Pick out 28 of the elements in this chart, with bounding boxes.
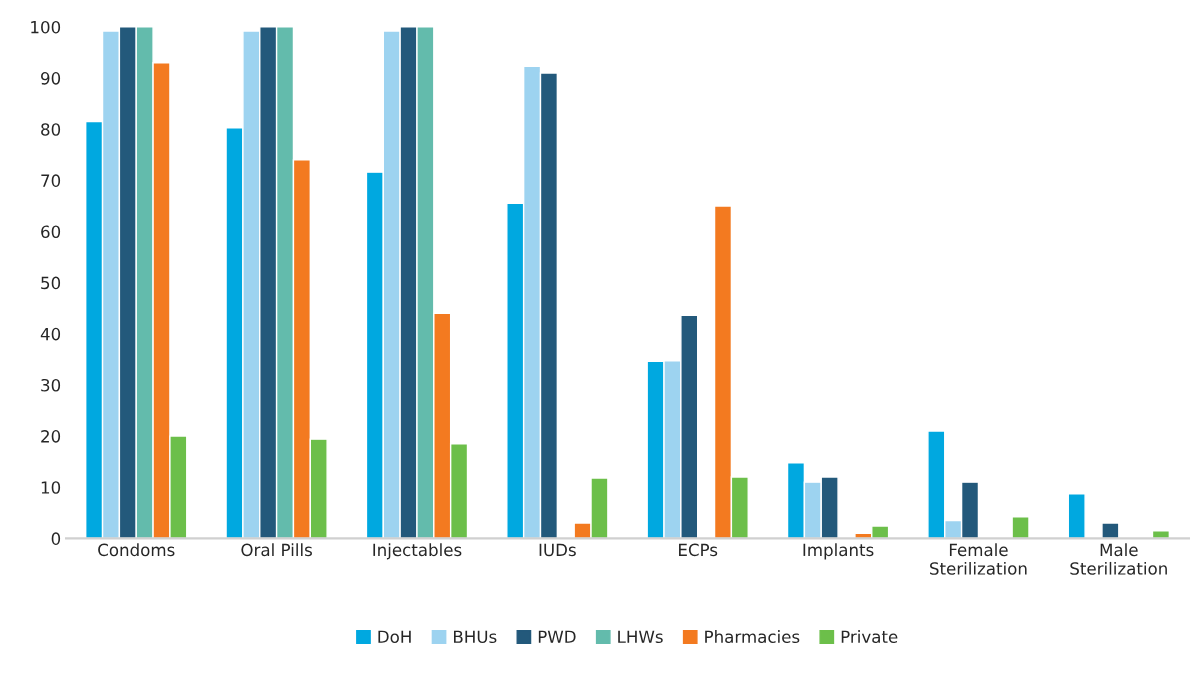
x-tick-label: Condoms — [98, 543, 175, 557]
bar — [1011, 516, 1030, 539]
legend-label: Private — [841, 630, 898, 644]
bar — [1067, 493, 1086, 539]
y-tick-label: 50 — [41, 276, 61, 290]
legend-label: DoH — [378, 630, 411, 644]
y-tick-label: 60 — [41, 225, 61, 239]
x-tick-label: ECPs — [679, 543, 718, 557]
y-tick-label: 90 — [41, 72, 61, 85]
y-tick-label: 10 — [41, 481, 61, 494]
y-tick-label: 40 — [40, 327, 61, 341]
bar — [1101, 522, 1120, 539]
y-tick-label: 20 — [41, 430, 61, 443]
y-tick-label: 70 — [41, 174, 61, 187]
x-tick-label: Injectables — [373, 543, 462, 560]
legend-label: PWD — [538, 630, 576, 643]
legend-label: Pharmacies — [705, 630, 800, 644]
y-tick-label: 30 — [41, 378, 61, 392]
y-tick-label: 0 — [51, 532, 61, 545]
y-tick-label: 80 — [41, 123, 61, 136]
legend-label: BHUs — [454, 630, 497, 644]
x-tick-label: IUDs — [539, 543, 576, 557]
x-tick-label: Male Sterilization — [1070, 543, 1167, 575]
x-tick-label: Implants — [803, 543, 874, 560]
legend-label: LHWs — [618, 630, 663, 644]
y-tick-label: 100 — [31, 20, 61, 34]
x-tick-label: Female Sterilization — [930, 543, 1027, 575]
x-tick-label: Oral Pills — [241, 543, 312, 557]
